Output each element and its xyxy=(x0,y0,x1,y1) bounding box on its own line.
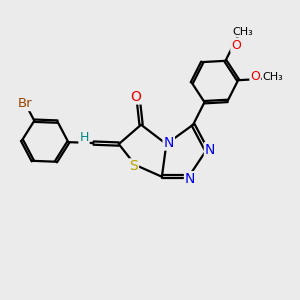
Text: O: O xyxy=(130,89,141,103)
Text: N: N xyxy=(164,136,174,150)
Text: H: H xyxy=(79,131,89,144)
Text: CH₃: CH₃ xyxy=(263,72,284,82)
Text: O: O xyxy=(231,39,241,52)
Text: N: N xyxy=(205,143,215,157)
Text: CH₃: CH₃ xyxy=(232,27,253,37)
Text: S: S xyxy=(129,159,138,173)
Text: O: O xyxy=(250,70,260,83)
Text: N: N xyxy=(185,172,195,186)
Text: Br: Br xyxy=(18,97,33,110)
